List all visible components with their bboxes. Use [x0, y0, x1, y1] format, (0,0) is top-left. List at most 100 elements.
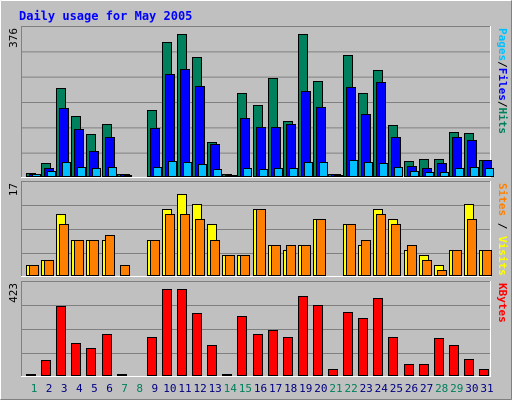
- bar-pages-day-14: [228, 175, 237, 177]
- day-label-23: 23: [360, 382, 373, 395]
- bar-pages-day-1: [32, 174, 41, 177]
- bar-files-day-15: [240, 118, 250, 177]
- day-label-11: 11: [178, 382, 191, 395]
- series-legend-item: /: [496, 61, 509, 68]
- bar-sites-day-22: [346, 224, 356, 276]
- bar-sites-day-11: [180, 214, 190, 276]
- bar-kbytes-day-28: [434, 338, 444, 376]
- day-label-6: 6: [106, 382, 113, 395]
- series-legend-item: Sites: [496, 183, 509, 216]
- series-legend: Sites / Visits: [496, 183, 509, 276]
- day-label-22: 22: [344, 382, 357, 395]
- bar-pages-day-18: [289, 168, 298, 177]
- bar-sites-day-29: [452, 250, 462, 276]
- day-labels: 1 2 3 4 5 6 7 8 9 10 11 12 13 14 15 16 17 18 19 20 21 22 23 24 2…: [31, 382, 494, 395]
- day-label-28: 28: [435, 382, 448, 395]
- bar-kbytes-day-10: [162, 289, 172, 376]
- bar-sites-day-26: [407, 245, 417, 276]
- bar-sites-day-31: [482, 250, 492, 276]
- bar-pages-day-11: [183, 162, 192, 177]
- bar-pages-day-5: [92, 168, 101, 177]
- bar-kbytes-day-11: [177, 289, 187, 376]
- day-label-26: 26: [405, 382, 418, 395]
- bar-kbytes-day-7: [117, 374, 127, 376]
- bar-pages-day-26: [410, 171, 419, 177]
- day-label-1: 1: [31, 382, 38, 395]
- bar-kbytes-day-18: [283, 337, 293, 376]
- day-label-30: 30: [465, 382, 478, 395]
- bar-pages-day-2: [47, 171, 56, 177]
- chart-panels: 376 Pages/Files/Hits 17 Sites / Visits 423 KB…: [7, 26, 509, 377]
- day-label-8: 8: [136, 382, 143, 395]
- bar-pages-day-10: [168, 161, 177, 177]
- bar-pages-day-7: [123, 175, 132, 177]
- day-label-21: 21: [329, 382, 342, 395]
- bar-sites-day-4: [74, 240, 84, 276]
- day-label-16: 16: [254, 382, 267, 395]
- day-label-4: 4: [76, 382, 83, 395]
- bar-files-day-12: [195, 86, 205, 177]
- bar-pages-day-4: [77, 167, 86, 177]
- series-legend-item: Pages: [496, 28, 509, 61]
- bar-sites-day-12: [195, 219, 205, 276]
- day-label-25: 25: [390, 382, 403, 395]
- bar-sites-day-15: [240, 255, 250, 276]
- bar-kbytes-day-15: [237, 316, 247, 376]
- bar-kbytes-day-21: [328, 369, 338, 376]
- panel-1: 376 Pages/Files/Hits: [7, 26, 509, 178]
- series-legend: Pages/Files/Hits: [496, 28, 509, 134]
- bar-sites-day-24: [376, 214, 386, 276]
- bar-kbytes-day-19: [298, 296, 308, 376]
- panel-2: 17 Sites / Visits: [7, 181, 509, 277]
- bar-sites-day-18: [286, 245, 296, 276]
- series-legend-item: Visits: [496, 236, 509, 276]
- bar-sites-day-25: [391, 224, 401, 276]
- bar-sites-day-13: [210, 240, 220, 276]
- bar-sites-day-28: [437, 270, 447, 276]
- bar-pages-day-28: [440, 172, 449, 177]
- bar-sites-day-20: [316, 219, 326, 276]
- day-label-18: 18: [284, 382, 297, 395]
- bar-files-day-11: [180, 69, 190, 177]
- bar-kbytes-day-26: [404, 364, 414, 376]
- chart-title: Daily usage for May 2005: [19, 9, 192, 23]
- bar-sites-day-2: [44, 260, 54, 276]
- day-label-14: 14: [224, 382, 238, 395]
- bar-kbytes-day-29: [449, 345, 459, 376]
- bar-sites-day-23: [361, 240, 371, 276]
- bar-pages-day-3: [62, 162, 71, 177]
- day-label-27: 27: [420, 382, 433, 395]
- day-label-17: 17: [269, 382, 282, 395]
- panel-3: 423 KBytes: [7, 281, 509, 377]
- y-axis-max-label: 423: [7, 283, 20, 303]
- y-axis-max-label: 17: [7, 183, 20, 196]
- bar-kbytes-day-31: [479, 369, 489, 376]
- bar-pages-day-9: [153, 167, 162, 177]
- bar-sites-day-3: [59, 224, 69, 276]
- bar-kbytes-day-2: [41, 360, 51, 376]
- day-label-5: 5: [91, 382, 98, 395]
- bar-kbytes-day-14: [222, 374, 232, 376]
- bar-kbytes-day-12: [192, 313, 202, 376]
- day-label-10: 10: [163, 382, 176, 395]
- bar-pages-day-31: [485, 168, 494, 177]
- bar-kbytes-day-20: [313, 305, 323, 376]
- series-legend-item: KBytes: [496, 283, 509, 323]
- bar-pages-day-25: [394, 167, 403, 177]
- bar-pages-day-13: [213, 169, 222, 177]
- bar-sites-day-6: [105, 235, 115, 276]
- day-label-20: 20: [314, 382, 327, 395]
- day-label-3: 3: [61, 382, 68, 395]
- bar-pages-day-24: [379, 163, 388, 177]
- bar-pages-day-12: [198, 164, 207, 177]
- bar-pages-day-20: [319, 162, 328, 177]
- bar-sites-day-9: [150, 240, 160, 276]
- bar-sites-day-30: [467, 219, 477, 276]
- bar-kbytes-day-6: [102, 334, 112, 376]
- bar-pages-day-16: [259, 169, 268, 177]
- day-label-29: 29: [450, 382, 463, 395]
- bar-pages-day-19: [304, 162, 313, 177]
- bar-sites-day-16: [256, 209, 266, 276]
- bar-sites-day-7: [120, 265, 130, 276]
